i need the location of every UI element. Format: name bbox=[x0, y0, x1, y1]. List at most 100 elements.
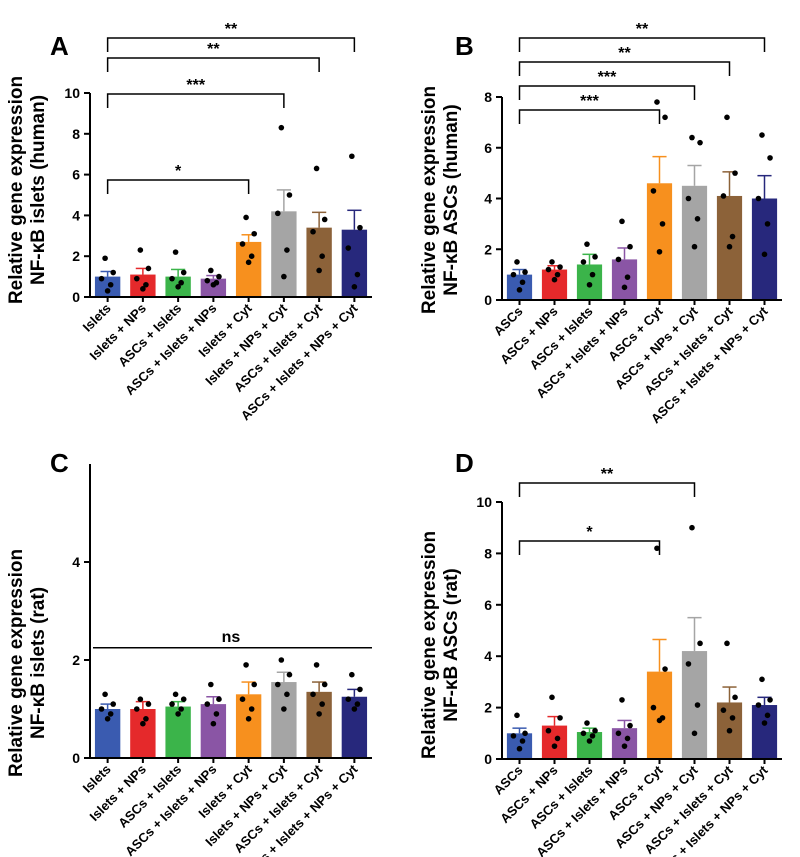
data-point bbox=[248, 253, 255, 259]
bar bbox=[646, 671, 673, 759]
data-point bbox=[729, 715, 736, 721]
data-point bbox=[286, 192, 293, 198]
data-point bbox=[140, 286, 146, 292]
data-point bbox=[654, 545, 660, 552]
data-point bbox=[321, 681, 328, 688]
data-point bbox=[724, 640, 730, 647]
data-point bbox=[732, 694, 738, 701]
data-point bbox=[98, 706, 105, 712]
bar bbox=[200, 704, 227, 758]
data-point bbox=[178, 706, 184, 712]
data-point bbox=[689, 524, 695, 531]
y-tick-label: 10 bbox=[64, 85, 80, 101]
bar bbox=[681, 651, 708, 759]
data-point bbox=[510, 733, 517, 739]
data-point bbox=[545, 727, 552, 734]
panel-letter: D bbox=[455, 448, 474, 478]
bar bbox=[646, 183, 673, 300]
data-point bbox=[133, 275, 140, 282]
y-tick-label: 6 bbox=[484, 597, 492, 613]
x-tick-label: ASCs + Islets + NPs + Cyt bbox=[648, 762, 771, 857]
y-tick-label: 10 bbox=[476, 494, 492, 510]
significance-label: ** bbox=[207, 41, 220, 58]
data-point bbox=[140, 720, 146, 727]
data-point bbox=[313, 662, 320, 668]
data-point bbox=[589, 733, 596, 739]
y-tick-label: 0 bbox=[484, 751, 492, 767]
bar bbox=[306, 691, 332, 758]
bar bbox=[611, 259, 638, 300]
data-point bbox=[145, 701, 152, 707]
panel-letter: B bbox=[455, 31, 474, 61]
data-point bbox=[107, 281, 114, 288]
data-point bbox=[656, 248, 663, 255]
data-point bbox=[357, 224, 363, 231]
data-point bbox=[514, 712, 520, 719]
significance-bracket bbox=[518, 109, 661, 124]
data-point bbox=[345, 696, 352, 702]
y-axis-label-line2: NF-κB ASCs (human) bbox=[441, 104, 462, 295]
bar bbox=[306, 227, 332, 297]
data-point bbox=[654, 99, 660, 105]
data-point bbox=[764, 221, 771, 227]
significance-label: ** bbox=[225, 21, 238, 38]
bar bbox=[235, 241, 262, 297]
data-point bbox=[726, 727, 733, 734]
data-point bbox=[310, 691, 316, 698]
bar bbox=[271, 682, 297, 758]
data-point bbox=[251, 230, 258, 237]
significance-label: *** bbox=[598, 69, 617, 86]
data-point bbox=[621, 743, 628, 749]
data-point bbox=[319, 253, 325, 259]
data-point bbox=[522, 730, 528, 737]
data-point bbox=[274, 210, 281, 217]
data-point bbox=[514, 259, 520, 265]
y-tick-label: 6 bbox=[484, 140, 492, 156]
data-point bbox=[759, 676, 765, 683]
significance-label: ** bbox=[636, 21, 649, 38]
data-point bbox=[767, 155, 773, 161]
y-tick-label: 2 bbox=[484, 700, 492, 716]
bar bbox=[576, 732, 603, 759]
y-tick-label: 6 bbox=[72, 167, 80, 183]
data-point bbox=[761, 720, 768, 726]
y-axis-label-line1: Relative gene expression bbox=[419, 531, 440, 759]
panel-letter: C bbox=[50, 448, 69, 478]
data-point bbox=[208, 681, 214, 688]
data-point bbox=[169, 701, 175, 707]
data-point bbox=[627, 722, 633, 729]
data-point bbox=[516, 287, 523, 293]
data-point bbox=[143, 281, 149, 288]
data-point bbox=[697, 139, 703, 146]
data-point bbox=[729, 233, 736, 240]
bar bbox=[200, 278, 227, 297]
data-point bbox=[284, 691, 290, 698]
data-point bbox=[278, 124, 285, 131]
significance-bracket bbox=[518, 85, 696, 100]
data-point bbox=[694, 702, 701, 708]
significance-bracket bbox=[518, 61, 731, 76]
bar bbox=[271, 211, 297, 297]
data-point bbox=[724, 114, 730, 121]
data-point bbox=[759, 132, 765, 138]
data-point bbox=[694, 216, 701, 222]
y-tick-label: 8 bbox=[72, 126, 80, 142]
y-axis-label-line2: NF-κB islets (rat) bbox=[28, 587, 49, 739]
data-point bbox=[720, 193, 727, 199]
panel-letter: A bbox=[50, 31, 69, 61]
bar bbox=[341, 696, 368, 758]
data-point bbox=[549, 694, 555, 701]
significance-label: *** bbox=[186, 77, 205, 94]
data-point bbox=[110, 701, 117, 707]
data-point bbox=[137, 696, 144, 702]
data-point bbox=[691, 730, 698, 737]
data-point bbox=[627, 243, 633, 250]
data-point bbox=[216, 273, 222, 280]
data-point bbox=[281, 273, 287, 280]
data-point bbox=[178, 279, 184, 286]
bar bbox=[751, 705, 778, 759]
data-point bbox=[557, 264, 563, 270]
data-point bbox=[286, 671, 293, 678]
data-point bbox=[98, 275, 105, 282]
data-point bbox=[685, 661, 692, 667]
